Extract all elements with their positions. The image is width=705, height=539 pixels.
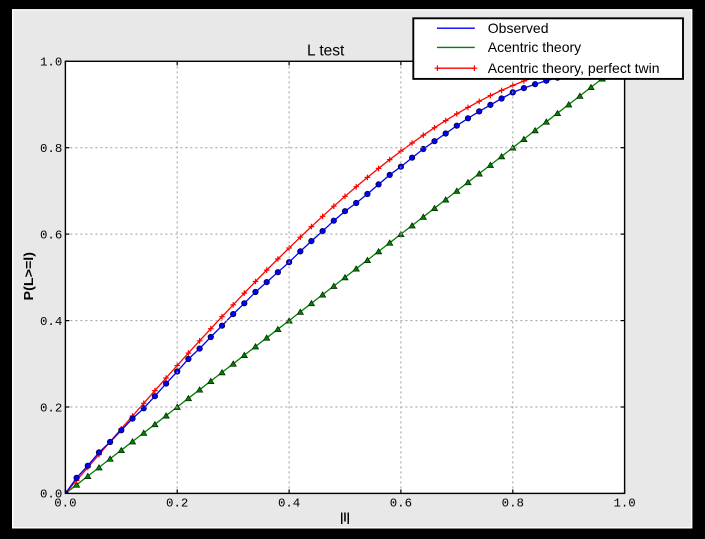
- svg-text:0.8: 0.8: [502, 497, 524, 511]
- svg-text:|l|: |l|: [340, 512, 350, 524]
- svg-text:0.0: 0.0: [54, 497, 76, 511]
- svg-text:0.2: 0.2: [40, 401, 62, 415]
- svg-text:P(L>=l): P(L>=l): [21, 252, 36, 301]
- svg-text:0.0: 0.0: [40, 488, 62, 502]
- svg-text:0.4: 0.4: [40, 315, 62, 329]
- svg-text:1.0: 1.0: [613, 497, 635, 511]
- svg-text:0.6: 0.6: [390, 497, 412, 511]
- svg-text:0.2: 0.2: [166, 497, 188, 511]
- svg-text:L test: L test: [307, 43, 345, 60]
- svg-text:1.0: 1.0: [40, 56, 62, 70]
- svg-text:0.4: 0.4: [278, 497, 300, 511]
- svg-text:0.6: 0.6: [40, 228, 62, 242]
- svg-text:Observed: Observed: [488, 20, 549, 36]
- svg-text:Acentric theory, perfect twin: Acentric theory, perfect twin: [488, 60, 660, 76]
- svg-text:0.8: 0.8: [40, 142, 62, 156]
- svg-text:Acentric theory: Acentric theory: [488, 39, 581, 55]
